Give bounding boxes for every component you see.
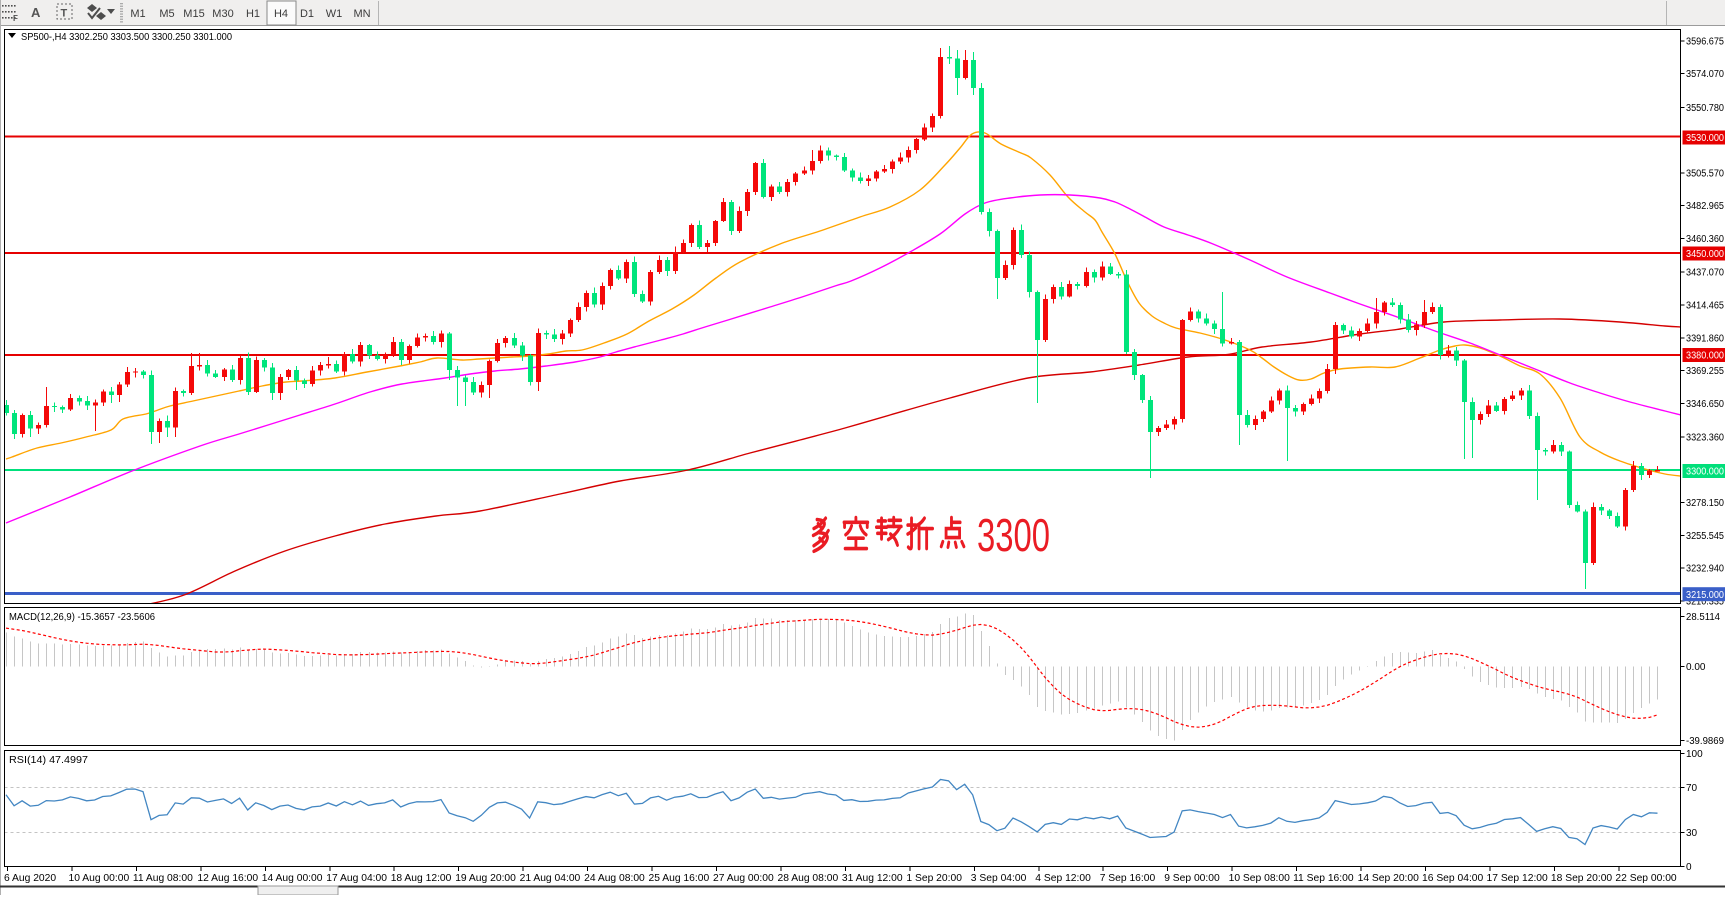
svg-text:0.00: 0.00: [1686, 662, 1706, 673]
svg-text:3278.150: 3278.150: [1686, 498, 1724, 509]
svg-text:3300.000: 3300.000: [1686, 467, 1724, 478]
svg-text:3215.000: 3215.000: [1686, 590, 1724, 601]
svg-text:18 Aug 12:00: 18 Aug 12:00: [391, 873, 452, 884]
svg-text:RSI(14) 47.4997: RSI(14) 47.4997: [9, 754, 88, 766]
svg-text:31 Aug 12:00: 31 Aug 12:00: [842, 873, 903, 884]
svg-text:30: 30: [1686, 828, 1698, 839]
svg-text:100: 100: [1686, 749, 1703, 760]
svg-text:28.5114: 28.5114: [1686, 612, 1720, 623]
svg-text:3300: 3300: [977, 509, 1050, 561]
svg-text:9 Sep 00:00: 9 Sep 00:00: [1164, 873, 1220, 884]
svg-text:M15: M15: [183, 8, 204, 20]
svg-text:7 Sep 16:00: 7 Sep 16:00: [1100, 873, 1156, 884]
svg-text:-39.9869: -39.9869: [1686, 736, 1724, 747]
svg-text:3 Sep 04:00: 3 Sep 04:00: [971, 873, 1027, 884]
svg-text:3574.070: 3574.070: [1686, 69, 1724, 80]
svg-text:M1: M1: [130, 8, 145, 20]
svg-text:0: 0: [1686, 862, 1692, 873]
svg-text:70: 70: [1686, 783, 1698, 794]
svg-text:10 Sep 08:00: 10 Sep 08:00: [1229, 873, 1291, 884]
svg-text:21 Aug 04:00: 21 Aug 04:00: [520, 873, 581, 884]
svg-text:SP500-,H4 3302.250 3303.500 3: SP500-,H4 3302.250 3303.500 3300.250 330…: [21, 31, 232, 43]
svg-text:3550.780: 3550.780: [1686, 103, 1724, 114]
svg-text:M5: M5: [159, 8, 174, 20]
svg-text:28 Aug 08:00: 28 Aug 08:00: [778, 873, 839, 884]
svg-text:M30: M30: [212, 8, 233, 20]
svg-text:11 Sep 16:00: 11 Sep 16:00: [1293, 873, 1354, 884]
svg-text:3460.360: 3460.360: [1686, 234, 1724, 245]
svg-text:3505.570: 3505.570: [1686, 168, 1724, 179]
svg-text:27 Aug 00:00: 27 Aug 00:00: [713, 873, 774, 884]
svg-text:6 Aug 2020: 6 Aug 2020: [4, 873, 56, 884]
svg-text:17 Sep 12:00: 17 Sep 12:00: [1487, 873, 1549, 884]
svg-text:H1: H1: [246, 8, 260, 20]
svg-text:A: A: [31, 5, 41, 20]
svg-text:3369.255: 3369.255: [1686, 366, 1724, 377]
svg-text:24 Aug 08:00: 24 Aug 08:00: [584, 873, 645, 884]
svg-text:3391.860: 3391.860: [1686, 333, 1724, 344]
svg-text:18 Sep 20:00: 18 Sep 20:00: [1551, 873, 1613, 884]
svg-text:17 Aug 04:00: 17 Aug 04:00: [326, 873, 387, 884]
svg-text:3255.545: 3255.545: [1686, 531, 1724, 542]
svg-text:4 Sep 12:00: 4 Sep 12:00: [1035, 873, 1091, 884]
svg-text:19 Aug 20:00: 19 Aug 20:00: [455, 873, 516, 884]
svg-text:14 Sep 20:00: 14 Sep 20:00: [1358, 873, 1420, 884]
svg-text:3346.650: 3346.650: [1686, 399, 1724, 410]
svg-text:3530.000: 3530.000: [1686, 133, 1724, 144]
svg-text:11 Aug 08:00: 11 Aug 08:00: [133, 873, 193, 884]
svg-text:W1: W1: [326, 8, 343, 20]
svg-text:3482.965: 3482.965: [1686, 201, 1724, 212]
svg-text:3414.465: 3414.465: [1686, 301, 1724, 312]
svg-text:3232.940: 3232.940: [1686, 564, 1724, 575]
svg-text:MACD(12,26,9) -15.3657 -23.560: MACD(12,26,9) -15.3657 -23.5606: [9, 611, 155, 623]
svg-text:3437.070: 3437.070: [1686, 268, 1724, 279]
svg-text:H4: H4: [274, 8, 288, 20]
svg-text:3380.000: 3380.000: [1686, 351, 1724, 362]
svg-text:25 Aug 16:00: 25 Aug 16:00: [649, 873, 710, 884]
svg-text:16 Sep 04:00: 16 Sep 04:00: [1422, 873, 1484, 884]
svg-text:D1: D1: [300, 8, 314, 20]
svg-text:14 Aug 00:00: 14 Aug 00:00: [262, 873, 323, 884]
svg-text:MN: MN: [353, 8, 370, 20]
svg-text:3596.675: 3596.675: [1686, 36, 1724, 47]
svg-text:T: T: [61, 8, 68, 20]
svg-text:1 Sep 20:00: 1 Sep 20:00: [906, 873, 962, 884]
svg-text:12 Aug 16:00: 12 Aug 16:00: [197, 873, 258, 884]
svg-text:3450.000: 3450.000: [1686, 249, 1724, 260]
svg-text:3323.360: 3323.360: [1686, 433, 1724, 444]
svg-text:22 Sep 00:00: 22 Sep 00:00: [1615, 873, 1677, 884]
svg-text:F: F: [13, 14, 18, 23]
svg-text:10 Aug 00:00: 10 Aug 00:00: [69, 873, 130, 884]
